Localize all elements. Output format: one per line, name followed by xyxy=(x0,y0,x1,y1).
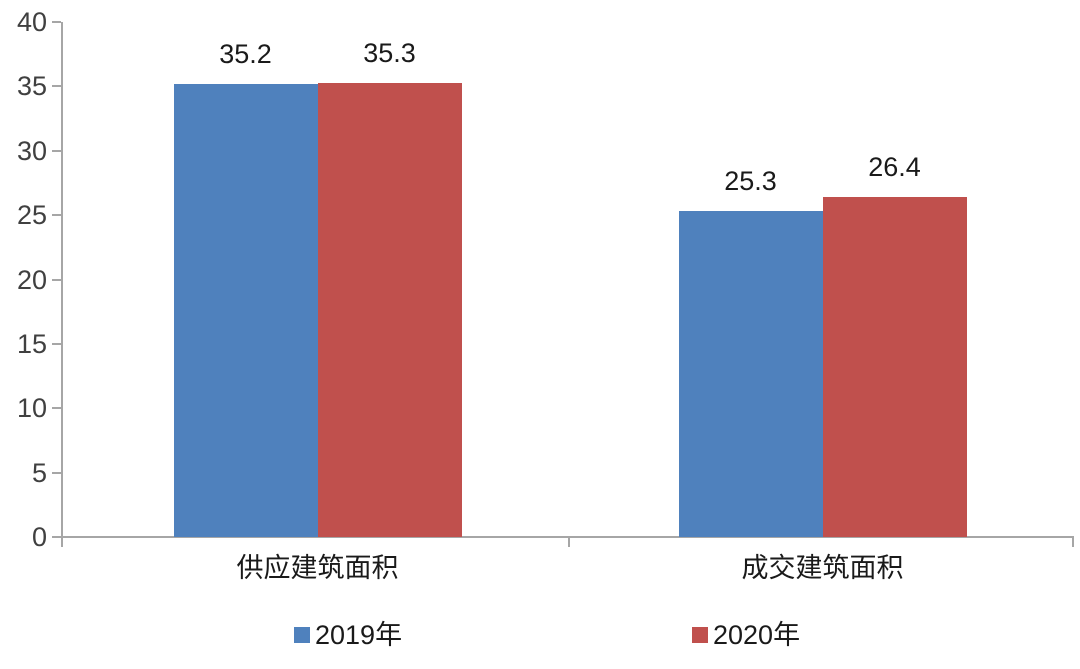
y-axis-tick xyxy=(52,21,61,23)
y-axis-tick xyxy=(52,214,61,217)
y-axis-line xyxy=(61,22,63,537)
y-axis-tick-label: 35 xyxy=(16,71,47,102)
y-axis-tick-label: 40 xyxy=(16,7,47,37)
category-label: 供应建筑面积 xyxy=(236,553,399,583)
bar-2019年-成交建筑面积 xyxy=(678,211,823,537)
y-axis-tick-label: 20 xyxy=(16,264,47,295)
legend-swatch-icon xyxy=(692,627,708,643)
bar-value-label: 35.2 xyxy=(219,38,272,69)
bar-value-label: 26.4 xyxy=(868,152,921,183)
legend-swatch-icon xyxy=(294,627,310,643)
legend-item-2020年: 2020年 xyxy=(692,620,800,650)
y-axis-tick-label: 15 xyxy=(16,328,47,359)
y-axis-tick-label: 30 xyxy=(16,135,47,166)
y-axis-tick-label: 25 xyxy=(16,200,47,231)
legend-label: 2020年 xyxy=(713,620,801,650)
y-axis-tick xyxy=(52,278,61,281)
y-axis-tick xyxy=(52,342,61,345)
category-label: 成交建筑面积 xyxy=(741,553,904,583)
y-axis-tick xyxy=(52,85,61,88)
bar-2020年-成交建筑面积 xyxy=(822,197,967,537)
bar-2020年-供应建筑面积 xyxy=(317,82,462,537)
y-axis-tick xyxy=(52,471,61,474)
x-axis-tick xyxy=(567,538,570,547)
bar-2019年-供应建筑面积 xyxy=(173,83,318,537)
bar-value-label: 25.3 xyxy=(724,166,777,197)
y-axis-tick-label: 5 xyxy=(31,457,47,488)
y-axis-tick-label: 0 xyxy=(31,522,47,552)
x-axis-line xyxy=(61,536,1074,538)
legend-item-2019年: 2019年 xyxy=(294,620,402,650)
bar-value-label: 35.3 xyxy=(363,37,416,68)
y-axis-tick-label: 10 xyxy=(16,393,47,424)
x-axis-tick xyxy=(1072,538,1074,547)
legend-label: 2019年 xyxy=(315,620,403,650)
y-axis-tick xyxy=(52,149,61,152)
y-axis-tick xyxy=(52,407,61,410)
x-axis-tick xyxy=(61,538,63,547)
y-axis-tick xyxy=(52,536,61,538)
